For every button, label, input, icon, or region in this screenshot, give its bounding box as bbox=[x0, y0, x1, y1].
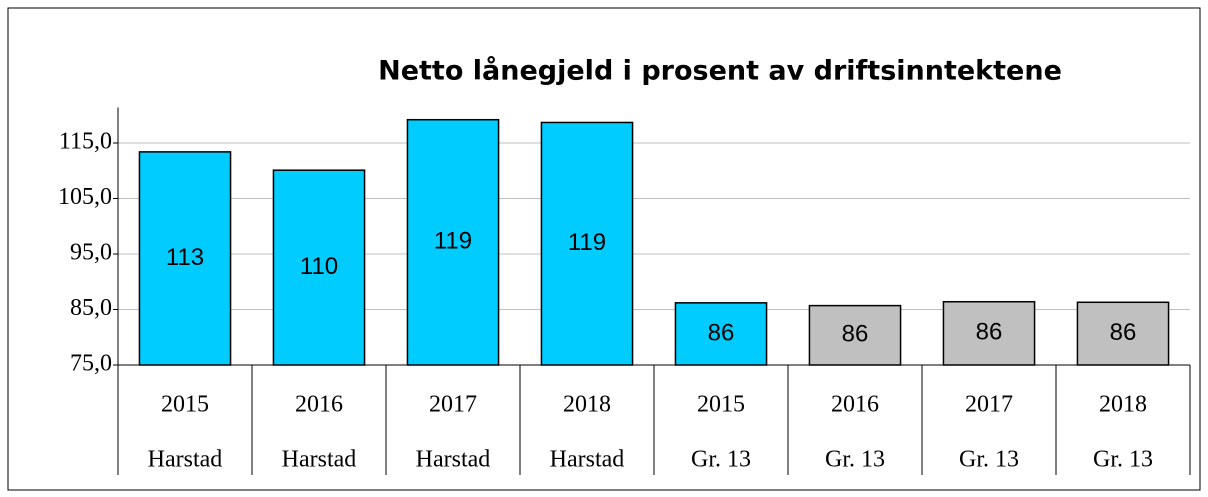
x-group-label: Harstad bbox=[550, 447, 625, 473]
x-tick-label: 2015 bbox=[697, 392, 745, 418]
y-tick-label: 85,0 bbox=[70, 295, 112, 321]
x-group-label: Gr. 13 bbox=[1093, 447, 1153, 473]
x-group-label: Gr. 13 bbox=[691, 447, 751, 473]
value-label: 119 bbox=[568, 229, 606, 256]
bar bbox=[272, 169, 366, 366]
bar bbox=[674, 302, 768, 366]
x-tick-label: 2017 bbox=[965, 392, 1013, 418]
x-tick-label: 2015 bbox=[161, 392, 209, 418]
value-label: 110 bbox=[300, 253, 338, 280]
chart-title: Netto lånegjeld i prosent av driftsinnte… bbox=[378, 55, 1062, 87]
value-label: 86 bbox=[976, 319, 1003, 346]
y-tick-label: 105,0 bbox=[58, 184, 112, 210]
y-tick-label: 75,0 bbox=[70, 351, 112, 377]
bar bbox=[942, 300, 1036, 366]
bar bbox=[138, 151, 232, 366]
x-group-label: Harstad bbox=[148, 447, 223, 473]
bar bbox=[406, 118, 500, 366]
bar bbox=[540, 121, 634, 366]
y-tick-label: 95,0 bbox=[70, 240, 112, 266]
x-group-label: Gr. 13 bbox=[825, 447, 885, 473]
bar bbox=[808, 304, 902, 366]
x-tick-label: 2018 bbox=[563, 392, 611, 418]
value-label: 119 bbox=[434, 228, 472, 255]
bar bbox=[1076, 301, 1170, 366]
x-group-label: Gr. 13 bbox=[959, 447, 1019, 473]
x-tick-label: 2016 bbox=[295, 392, 343, 418]
value-label: 86 bbox=[1110, 319, 1137, 346]
x-tick-label: 2017 bbox=[429, 392, 477, 418]
value-label: 86 bbox=[842, 321, 869, 348]
value-label: 113 bbox=[166, 244, 204, 271]
x-group-label: Harstad bbox=[416, 447, 491, 473]
x-tick-label: 2018 bbox=[1099, 392, 1147, 418]
x-tick-label: 2016 bbox=[831, 392, 879, 418]
value-label: 86 bbox=[708, 319, 735, 346]
x-group-label: Harstad bbox=[282, 447, 357, 473]
y-tick-label: 115,0 bbox=[59, 129, 112, 155]
